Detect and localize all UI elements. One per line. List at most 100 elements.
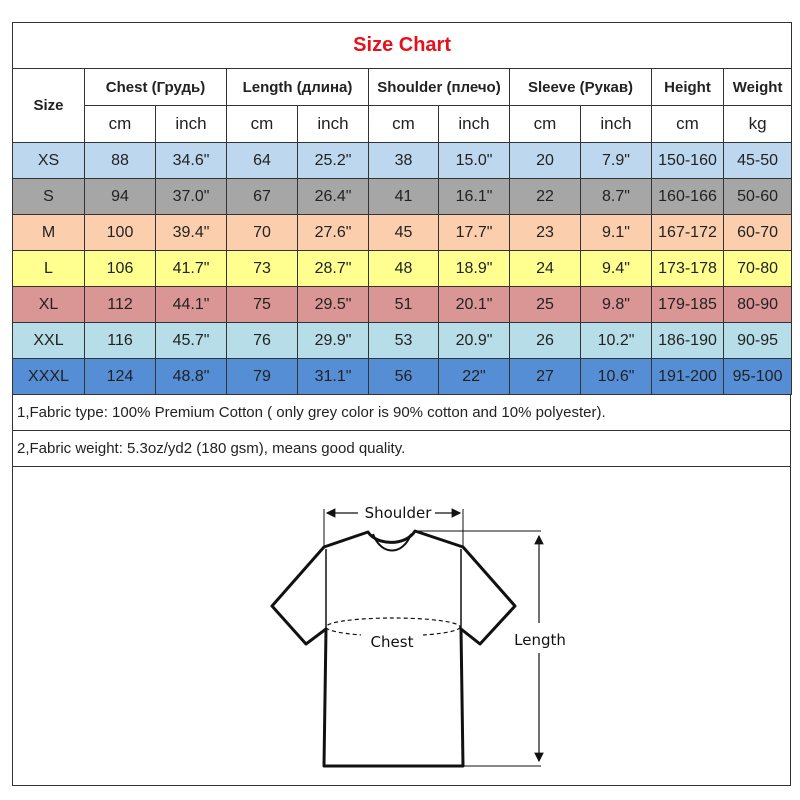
value-cell: 23 [509,214,581,251]
value-cell: 45 [368,214,439,251]
value-cell: 20 [509,142,581,179]
tshirt-outline [270,529,517,768]
size-cell: XS [12,142,85,179]
notes-table: 1,Fabric type: 100% Premium Cotton ( onl… [12,395,791,786]
size-table: Size Chart Size Chest (Грудь) Length (дл… [11,22,793,395]
size-chart: Size Chart Size Chest (Грудь) Length (дл… [11,22,793,786]
note-fabric-type: 1,Fabric type: 100% Premium Cotton ( onl… [12,395,791,431]
value-cell: 37.0" [155,178,227,215]
tshirt-diagram: Shoulder Chest Length [12,466,791,786]
header-length: Length (длина) [226,68,369,106]
value-cell: 9.8" [580,286,652,323]
header-sleeve: Sleeve (Рукав) [509,68,652,106]
value-cell: 167-172 [651,214,724,251]
table-row-xxl: XXL 116 45.7" 76 29.9" 53 20.9" 26 10.2" 186-190 9… [12,322,793,359]
label-shoulder: Shoulder [365,504,433,522]
value-cell: 94 [84,178,156,215]
unit-header: cm [226,105,298,143]
value-cell: 95-100 [722,358,793,395]
value-cell: 26.4" [297,178,369,215]
value-cell: 51 [368,286,439,323]
label-chest: Chest [371,633,414,651]
value-cell: 27.6" [297,214,369,251]
value-cell: 90-95 [722,322,793,359]
value-cell: 38 [368,142,439,179]
page-title: Size Chart [11,22,793,69]
value-cell: 100 [84,214,156,251]
value-cell: 8.7" [580,178,652,215]
value-cell: 24 [509,250,581,287]
table-row-xl: XL 112 44.1" 75 29.5" 51 20.1" 25 9.8" 179-185 80-… [12,286,793,323]
size-cell: M [12,214,85,251]
value-cell: 73 [226,250,298,287]
value-cell: 48.8" [155,358,227,395]
unit-header: cm [509,105,581,143]
value-cell: 112 [84,286,156,323]
header-shoulder: Shoulder (плечо) [368,68,510,106]
value-cell: 10.6" [580,358,652,395]
unit-header: cm [651,105,724,143]
value-cell: 17.7" [438,214,510,251]
value-cell: 179-185 [651,286,724,323]
value-cell: 48 [368,250,439,287]
value-cell: 76 [226,322,298,359]
value-cell: 60-70 [722,214,793,251]
table-row-s: S 94 37.0" 67 26.4" 41 16.1" 22 8.7" 160-166 50-60 [12,178,793,215]
value-cell: 160-166 [651,178,724,215]
value-cell: 27 [509,358,581,395]
value-cell: 16.1" [438,178,510,215]
value-cell: 79 [226,358,298,395]
unit-header: cm [368,105,439,143]
value-cell: 80-90 [722,286,793,323]
value-cell: 116 [84,322,156,359]
value-cell: 44.1" [155,286,227,323]
value-cell: 88 [84,142,156,179]
value-cell: 20.1" [438,286,510,323]
value-cell: 41.7" [155,250,227,287]
value-cell: 7.9" [580,142,652,179]
value-cell: 34.6" [155,142,227,179]
value-cell: 50-60 [722,178,793,215]
chest-ellipse [325,617,461,637]
value-cell: 53 [368,322,439,359]
value-cell: 9.1" [580,214,652,251]
value-cell: 70-80 [722,250,793,287]
unit-header: cm [84,105,156,143]
value-cell: 39.4" [155,214,227,251]
value-cell: 70 [226,214,298,251]
size-cell: L [12,250,85,287]
label-length: Length [514,631,566,649]
value-cell: 75 [226,286,298,323]
value-cell: 45-50 [722,142,793,179]
value-cell: 22" [438,358,510,395]
value-cell: 173-178 [651,250,724,287]
value-cell: 41 [368,178,439,215]
value-cell: 45.7" [155,322,227,359]
value-cell: 56 [368,358,439,395]
value-cell: 186-190 [651,322,724,359]
value-cell: 22 [509,178,581,215]
unit-header: kg [722,105,793,143]
unit-header: inch [580,105,652,143]
header-size: Size [12,68,85,143]
unit-header: inch [297,105,369,143]
value-cell: 20.9" [438,322,510,359]
value-cell: 29.9" [297,322,369,359]
header-chest: Chest (Грудь) [84,68,227,106]
size-cell: XXXL [12,358,85,395]
value-cell: 64 [226,142,298,179]
unit-header: inch [438,105,510,143]
size-cell: XL [12,286,85,323]
size-cell: XXL [12,322,85,359]
value-cell: 31.1" [297,358,369,395]
value-cell: 25.2" [297,142,369,179]
value-cell: 67 [226,178,298,215]
value-cell: 26 [509,322,581,359]
tshirt-illustration: Shoulder Chest Length [270,504,566,768]
table-row-xxxl: XXXL 124 48.8" 79 31.1" 56 22" 27 10.6" 191-200 95… [12,358,793,395]
value-cell: 29.5" [297,286,369,323]
value-cell: 28.7" [297,250,369,287]
size-cell: S [12,178,85,215]
table-row-l: L 106 41.7" 73 28.7" 48 18.9" 24 9.4" 173-178 70-8… [12,250,793,287]
header-weight: Weight [722,68,793,106]
